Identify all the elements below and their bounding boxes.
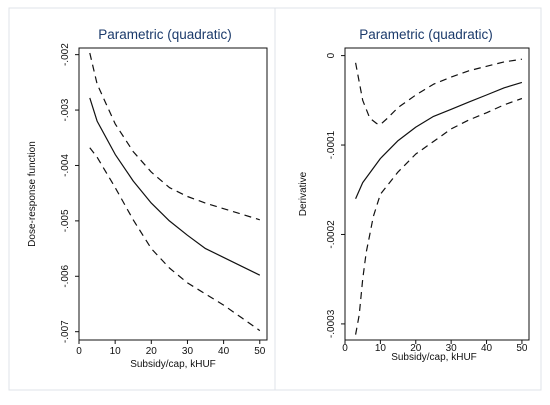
derivative-x-tick-label: 30 — [446, 343, 458, 354]
derivative-x-axis-label: Subsidy/cap, kHUF — [391, 352, 477, 363]
derivative-x-tick-label: 0 — [342, 343, 348, 354]
derivative-x-tick-label: 10 — [375, 343, 387, 354]
dose-response-x-tick-label: 0 — [76, 346, 82, 357]
dose-response-x-axis: 0 10 20 30 40 50 — [76, 340, 266, 357]
derivative-series — [355, 58, 523, 335]
derivative-chart: Parametric (quadratic) 0 10 20 30 40 50 -.000… — [298, 27, 530, 363]
dose-response-y-tick-label: -.002 — [60, 43, 71, 66]
dose-response-x-tick-label: 10 — [110, 346, 122, 357]
derivative-confidence-band-line-2 — [355, 97, 523, 335]
derivative-y-axis-label: Derivative — [298, 171, 309, 216]
derivative-y-tick-label: 0 — [326, 52, 337, 58]
dose-response-chart-title: Parametric (quadratic) — [98, 27, 232, 42]
dose-response-y-tick-label: -.007 — [60, 320, 71, 343]
derivative-estimate-line — [355, 81, 523, 199]
derivative-y-tick-label: -.0001 — [326, 130, 337, 159]
dose-response-y-tick-label: -.005 — [60, 209, 71, 232]
left-panel-frame — [8, 7, 276, 391]
right-panel-frame — [274, 7, 542, 391]
derivative-y-tick-label: -.0002 — [326, 220, 337, 249]
dose-response-y-tick-label: -.006 — [60, 264, 71, 287]
derivative-x-tick-label: 40 — [481, 343, 493, 354]
derivative-y-tick-label: -.0003 — [326, 309, 337, 338]
dose-response-y-axis-label: Dose-response function — [27, 141, 38, 247]
derivative-plot-area — [344, 47, 530, 341]
dose-response-y-tick-label: -.003 — [60, 98, 71, 121]
derivative-x-tick-label: 50 — [516, 343, 528, 354]
derivative-chart-title: Parametric (quadratic) — [359, 27, 493, 42]
dose-response-x-tick-label: 50 — [254, 346, 266, 357]
derivative-x-axis: 0 10 20 30 40 50 — [342, 340, 528, 354]
dose-response-y-axis: -.007 -.006 -.005 -.004 -.003 -.002 — [60, 43, 79, 343]
derivative-y-axis: -.0003 -.0002 -.0001 0 — [326, 52, 345, 338]
dose-response-estimate-line — [89, 97, 261, 276]
dose-response-confidence-band-line-2 — [89, 147, 261, 332]
derivative-x-tick-label: 20 — [410, 343, 422, 354]
dose-response-x-tick-label: 40 — [218, 346, 230, 357]
dose-response-chart: Parametric (quadratic) 0 10 20 30 40 50 -.007… — [27, 27, 268, 370]
dose-response-confidence-band-line-1 — [89, 52, 260, 221]
dose-response-x-axis-label: Subsidy/cap, kHUF — [130, 359, 216, 370]
dose-response-series — [89, 52, 261, 332]
dose-response-y-tick-label: -.004 — [60, 154, 71, 177]
dose-response-plot-area — [78, 47, 268, 341]
dose-response-x-tick-label: 20 — [146, 346, 158, 357]
dose-response-x-tick-label: 30 — [182, 346, 194, 357]
